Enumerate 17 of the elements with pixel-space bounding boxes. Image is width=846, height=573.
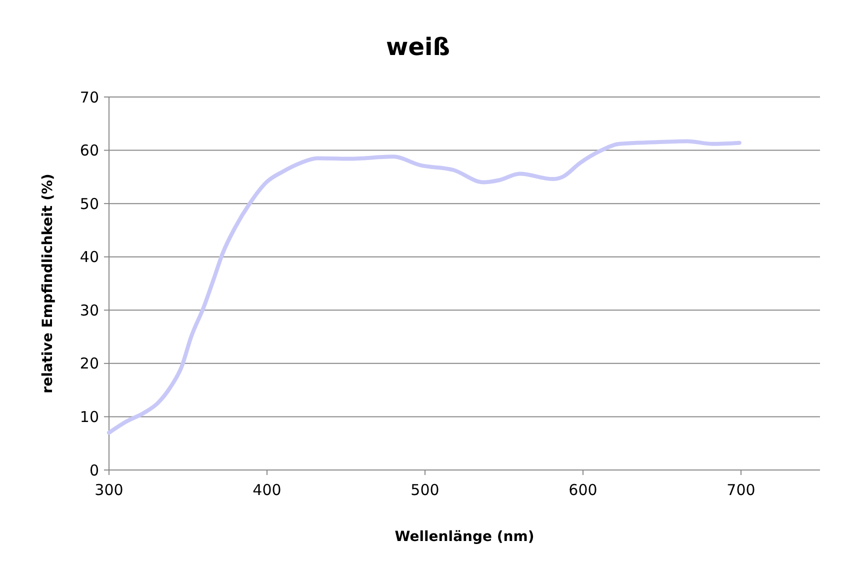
x-tick-label: 700 [726, 481, 756, 499]
x-tick-label: 600 [568, 481, 598, 499]
y-tick-label: 30 [80, 301, 99, 320]
x-tick-label: 400 [252, 481, 282, 499]
y-tick-label: 40 [80, 248, 99, 266]
y-tick-label: 60 [80, 142, 99, 160]
y-tick-label: 20 [80, 354, 99, 373]
x-tick-label: 500 [410, 481, 440, 499]
x-tick-label: 300 [94, 481, 124, 499]
line-series [107, 139, 742, 435]
x-axis-title: Wellenlänge (nm) [394, 529, 534, 545]
y-tick-label: 70 [80, 88, 99, 106]
y-axis-title: relative Empfindlichkeit (%) [40, 174, 56, 394]
y-tick-label: 10 [80, 408, 99, 426]
y-tick-label: 50 [80, 194, 99, 213]
y-tick-label: 0 [89, 461, 99, 480]
chart-title: weiß [386, 33, 450, 61]
